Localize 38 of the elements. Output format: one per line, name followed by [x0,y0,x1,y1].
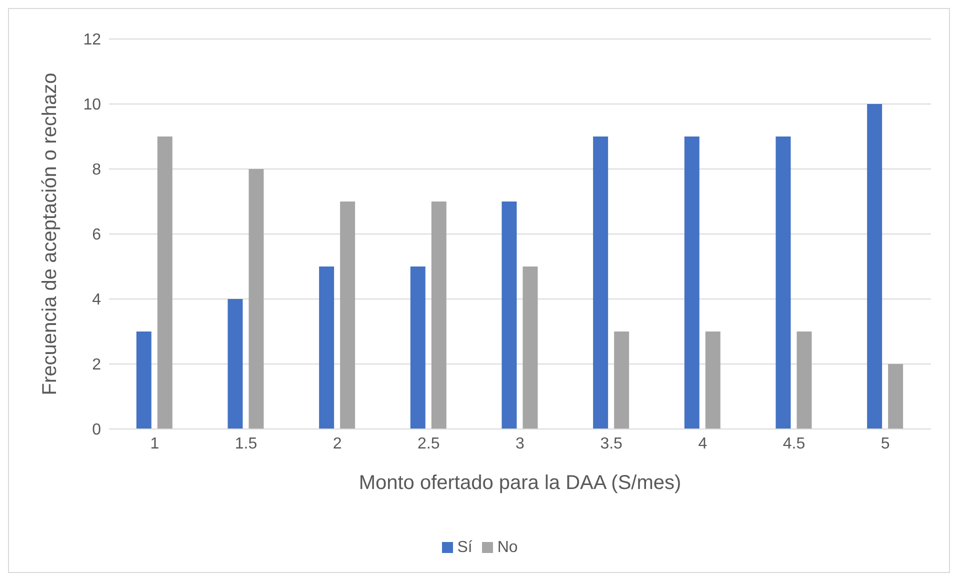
x-tick-label: 2 [332,435,342,452]
bar [502,202,517,429]
bar [796,332,812,429]
x-tick-label: 4 [698,435,708,452]
bar [248,169,264,429]
bar [410,266,426,429]
y-tick-label: 8 [92,162,102,179]
x-axis-title: Monto ofertado para la DAA (S/mes) [358,472,682,494]
x-tick-label: 5 [880,435,890,452]
bar [319,266,334,429]
x-tick-label: 1 [150,435,160,452]
y-axis-title: Frecuencia de aceptación o rechazo [39,72,62,396]
y-tick-label: 12 [83,32,102,49]
x-tick-label: 1.5 [234,435,258,452]
y-tick-label: 10 [83,96,102,114]
x-tick-label: 4.5 [782,435,806,452]
legend-label: Sí [457,539,472,556]
bar [776,136,791,429]
y-tick-label: 0 [92,422,102,439]
bar [867,104,882,429]
bar [614,332,630,429]
bar [522,266,538,429]
bar [888,364,904,429]
bar [684,136,700,429]
bar [340,202,356,429]
bar [157,136,172,429]
bar [431,202,446,429]
bar [593,136,608,429]
bar [705,332,720,429]
legend-label: No [497,539,518,556]
x-tick-label: 3.5 [600,435,623,452]
y-tick-label: 6 [92,226,102,244]
bar [136,332,152,429]
y-tick-label: 4 [92,292,102,309]
x-tick-label: 3 [516,435,525,452]
y-tick-label: 2 [92,356,102,374]
bar [228,299,243,429]
x-tick-label: 2.5 [418,435,440,452]
